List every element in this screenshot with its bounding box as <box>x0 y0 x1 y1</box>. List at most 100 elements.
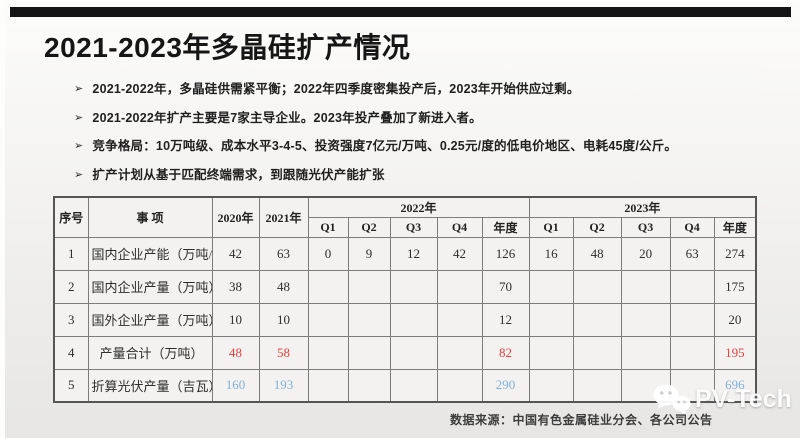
table-row-pv-equivalent: 5 折算光伏产量（吉瓦） 160 193 290 696 <box>53 368 757 403</box>
table-cell: 0 <box>307 236 349 271</box>
table-cell: 274 <box>713 236 757 271</box>
table-cell <box>620 269 671 304</box>
header-col-2020: 2020年 <box>211 196 260 238</box>
table-cell <box>436 335 483 370</box>
table-cell: 国内企业产量（万吨） <box>87 269 213 304</box>
table-cell: 175 <box>713 269 757 304</box>
table-cell: 195 <box>713 335 757 370</box>
header-2023-q4: Q4 <box>669 216 715 238</box>
data-source-note: 数据来源：中国有色金属硅业分会、各公司公告 <box>450 413 713 427</box>
table-cell: 2 <box>53 269 89 304</box>
table-cell <box>347 269 391 304</box>
table-cell <box>307 335 349 370</box>
table-cell <box>528 368 574 403</box>
table-cell <box>307 368 349 403</box>
table-row: 1 国内企业产能（万吨/年） 42 63 0 9 12 42 126 16 48… <box>53 236 757 271</box>
table-cell <box>347 368 391 403</box>
header-col-item: 事 项 <box>87 196 213 238</box>
table-cell: 63 <box>669 236 715 271</box>
table-cell <box>436 269 483 304</box>
arrow-bullet-icon: ➢ <box>74 140 84 152</box>
table-cell <box>572 302 622 337</box>
bullet-list: ➢ 2021-2022年，多晶硅供需紧平衡；2022年四季度密集投产后，2023… <box>74 82 764 197</box>
table-cell: 63 <box>258 236 309 271</box>
table-cell: 48 <box>211 335 260 370</box>
header-group-2023: 2023年 <box>528 196 757 218</box>
table-cell <box>669 269 715 304</box>
table-cell: 20 <box>620 236 671 271</box>
header-2022-q2: Q2 <box>347 216 391 238</box>
table-cell: 38 <box>211 269 260 304</box>
table-cell <box>572 368 622 403</box>
table-row: 3 国外企业产量（万吨） 10 10 12 20 <box>53 302 757 337</box>
table-cell <box>347 302 391 337</box>
table-cell: 9 <box>347 236 391 271</box>
table-cell: 国内企业产能（万吨/年） <box>87 236 213 271</box>
table-cell <box>436 302 483 337</box>
header-col-no: 序号 <box>53 196 89 238</box>
table-cell: 5 <box>53 368 89 403</box>
arrow-bullet-icon: ➢ <box>74 168 84 181</box>
table-cell <box>669 302 715 337</box>
pvtech-watermark: PV-Tech <box>652 383 792 416</box>
header-2023-annual: 年度 <box>713 216 757 238</box>
table-cell: 42 <box>436 236 483 271</box>
header-group-2022: 2022年 <box>307 196 530 218</box>
header-2022-q1: Q1 <box>307 216 349 238</box>
table-row: 2 国内企业产量（万吨） 38 48 70 175 <box>53 269 757 304</box>
table-cell <box>307 302 349 337</box>
table-cell <box>528 302 574 337</box>
table-cell <box>347 335 391 370</box>
table-cell: 193 <box>258 368 309 403</box>
table-cell: 290 <box>481 368 530 403</box>
table-row-total: 4 产量合计（万吨） 48 58 82 195 <box>53 335 757 370</box>
table-cell: 20 <box>713 302 757 337</box>
bullet-item: ➢ 扩产计划从基于匹配终端需求，到跟随光伏产能扩张 <box>74 167 764 183</box>
table-header-row: 序号 事 项 2020年 2021年 2022年 2023年 <box>53 196 757 238</box>
table-cell <box>620 302 671 337</box>
table-cell: 48 <box>572 236 622 271</box>
bullet-text: 竞争格局：10万吨级、成本水平3-4-5、投资强度7亿元/万吨、0.25元/度的… <box>92 139 678 153</box>
bullet-item: ➢ 竞争格局：10万吨级、成本水平3-4-5、投资强度7亿元/万吨、0.25元/… <box>74 139 764 154</box>
table-cell: 696 <box>713 368 757 403</box>
slide-title: 2021-2023年多晶硅扩产情况 <box>44 32 411 63</box>
bullet-item: ➢ 2021-2022年，多晶硅供需紧平衡；2022年四季度密集投产后，2023… <box>74 82 764 97</box>
table-cell <box>436 368 483 403</box>
header-2023-q1: Q1 <box>528 216 574 238</box>
table-cell: 42 <box>211 236 260 271</box>
table-cell: 1 <box>53 236 89 271</box>
table-cell: 国外企业产量（万吨） <box>87 302 213 337</box>
arrow-bullet-icon: ➢ <box>74 83 84 95</box>
table-cell: 3 <box>53 302 89 337</box>
table-cell <box>307 269 349 304</box>
table-cell: 折算光伏产量（吉瓦） <box>87 368 213 403</box>
table-cell: 70 <box>481 269 530 304</box>
bullet-text: 扩产计划从基于匹配终端需求，到跟随光伏产能扩张 <box>92 167 385 182</box>
table-cell: 10 <box>211 302 260 337</box>
header-col-2021: 2021年 <box>258 196 309 238</box>
bullet-item: ➢ 2021-2022年扩产主要是7家主导企业。2023年投产叠加了新进入者。 <box>74 111 764 126</box>
table-cell <box>389 368 438 403</box>
table-cell: 12 <box>389 236 438 271</box>
top-accent-bar <box>10 7 791 17</box>
table-cell: 82 <box>481 335 530 370</box>
table-cell: 16 <box>528 236 574 271</box>
table-cell <box>572 269 622 304</box>
header-2023-q2: Q2 <box>572 216 622 238</box>
watermark-text: PV-Tech <box>695 385 792 413</box>
table-cell: 48 <box>258 269 309 304</box>
header-2022-annual: 年度 <box>481 216 530 238</box>
table-cell <box>389 269 438 304</box>
table-cell: 12 <box>481 302 530 337</box>
table-cell: 产量合计（万吨） <box>87 335 213 370</box>
table-cell: 58 <box>258 335 309 370</box>
header-2022-q4: Q4 <box>436 216 483 238</box>
wechat-icon <box>653 384 691 415</box>
header-2023-q3: Q3 <box>620 216 671 238</box>
table-cell <box>528 335 574 370</box>
table-cell <box>669 335 715 370</box>
table-cell: 10 <box>258 302 309 337</box>
table-cell <box>389 335 438 370</box>
table-subheader-row: Q1 Q2 Q3 Q4 年度 Q1 Q2 Q3 Q4 年度 <box>54 216 757 238</box>
